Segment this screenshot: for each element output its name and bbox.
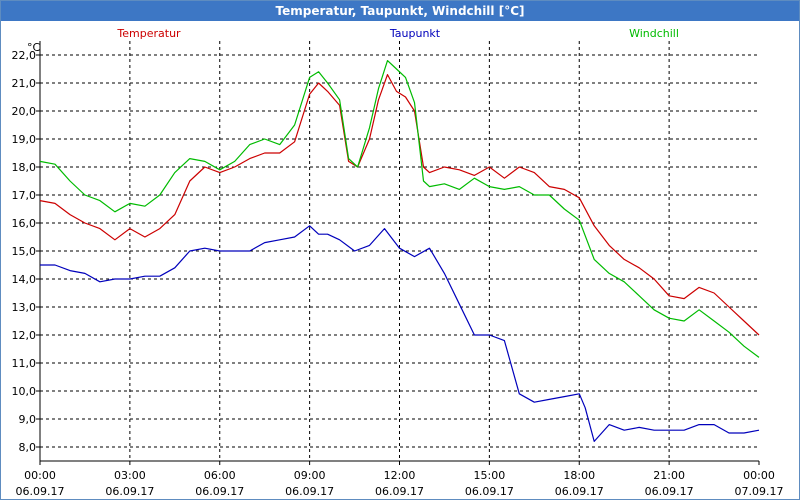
y-tick-label: 15,0 [12, 245, 37, 258]
x-tick-time: 21:00 [653, 469, 685, 482]
legend-item-windchill: Windchill [629, 27, 679, 40]
y-tick-label: 21,0 [12, 77, 37, 90]
x-tick-date: 06.09.17 [195, 485, 244, 498]
x-tick-time: 06:00 [204, 469, 236, 482]
y-tick-label: 13,0 [12, 301, 37, 314]
x-tick-time: 12:00 [384, 469, 416, 482]
x-tick-time: 00:00 [24, 469, 56, 482]
y-tick-label: 9,0 [19, 413, 37, 426]
x-axis-ticks: 00:00 06.09.17 03:00 06.09.17 06:00 06.09.17 0… [16, 461, 784, 498]
series-line-windchill [39, 59, 760, 358]
y-tick-label: 22,0 [12, 49, 37, 62]
x-tick-date: 06.09.17 [105, 485, 154, 498]
y-tick-label: 12,0 [12, 329, 37, 342]
y-tick-label: 14,0 [12, 273, 37, 286]
gridlines [40, 41, 759, 461]
x-tick-date: 06.09.17 [645, 485, 694, 498]
y-axis-label: °C [27, 41, 41, 54]
legend: Temperatur Taupunkt Windchill [116, 27, 679, 40]
x-tick-date: 06.09.17 [285, 485, 334, 498]
legend-item-temperatur: Temperatur [116, 27, 181, 40]
y-axis-ticks: 22,0 21,0 20,0 19,0 18,0 17,0 16,0 15,0 14,0 13,0… [12, 49, 40, 454]
series-lines [39, 59, 760, 442]
y-tick-label: 20,0 [12, 105, 37, 118]
x-tick-time: 18:00 [563, 469, 595, 482]
legend-item-taupunkt: Taupunkt [389, 27, 441, 40]
series-line-temperatur [39, 73, 760, 336]
y-tick-label: 17,0 [12, 189, 37, 202]
y-tick-label: 18,0 [12, 161, 37, 174]
x-tick-time: 03:00 [114, 469, 146, 482]
x-tick-time: 09:00 [294, 469, 326, 482]
x-tick-date: 06.09.17 [555, 485, 604, 498]
y-tick-label: 8,0 [19, 441, 37, 454]
y-tick-label: 16,0 [12, 217, 37, 230]
y-tick-label: 19,0 [12, 133, 37, 146]
y-tick-label: 10,0 [12, 385, 37, 398]
chart-title: Temperatur, Taupunkt, Windchill [°C] [1, 1, 799, 21]
x-tick-date: 06.09.17 [375, 485, 424, 498]
series-line-taupunkt [40, 225, 760, 442]
x-tick-time: 15:00 [474, 469, 506, 482]
y-tick-label: 11,0 [12, 357, 37, 370]
x-tick-time: 00:00 [743, 469, 775, 482]
x-tick-date: 06.09.17 [16, 485, 65, 498]
x-tick-date: 06.09.17 [465, 485, 514, 498]
x-tick-date: 07.09.17 [735, 485, 784, 498]
